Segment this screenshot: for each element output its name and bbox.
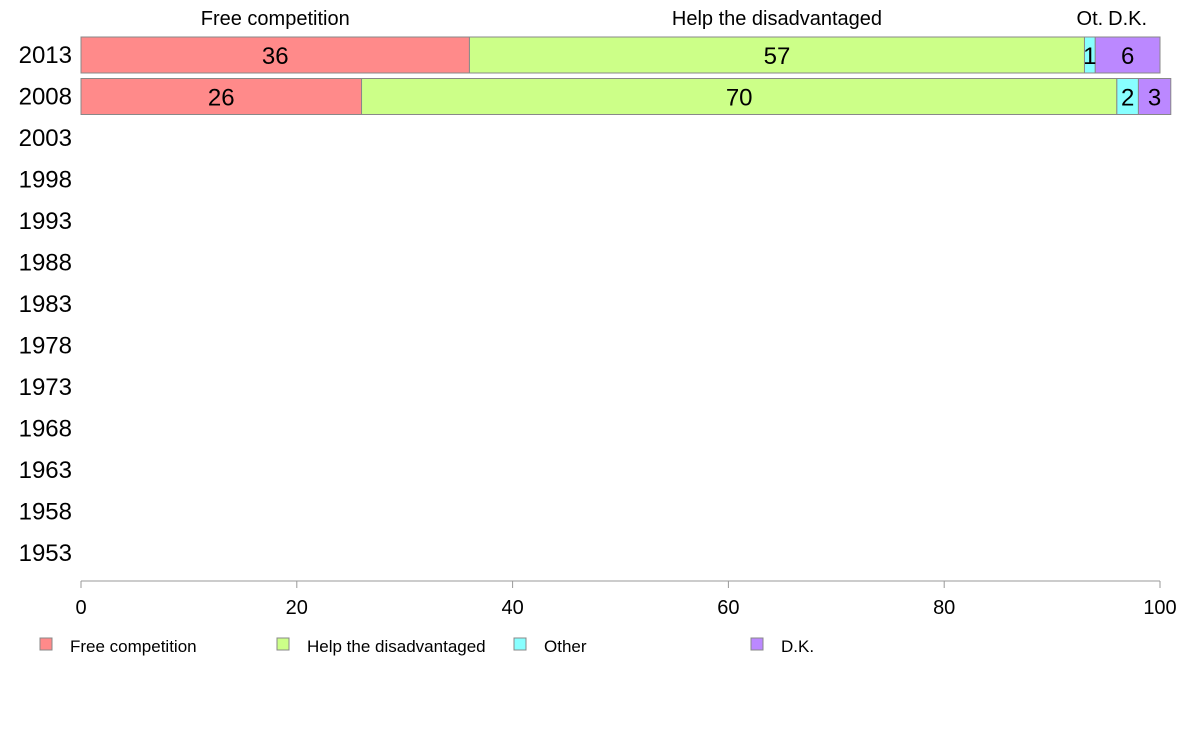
year-label: 1993 [19,208,72,235]
bar-segment [1137,78,1172,115]
year-label: 2008 [19,84,72,111]
legend-label: Free competition [70,637,197,656]
series-header-label: Ot. [1077,8,1104,30]
year-label: 1963 [19,457,72,484]
year-label: 1998 [19,167,72,194]
bar-segments [80,36,1172,115]
year-axis-labels: 2013 2008 2003 1998 1993 1988 1983 1978 1973 1968… [19,42,72,567]
legend-swatch [513,637,527,651]
legend-swatch [39,637,53,651]
series-header-label: Free competition [201,8,350,30]
year-label: 1953 [19,540,72,567]
legend-label: Other [544,637,587,656]
bar-segment [468,36,1085,74]
series-header-labels: Free competition Help the disadvantaged Ot… [201,8,1147,30]
legend-swatch [750,637,764,651]
year-label: 1958 [19,499,72,526]
bar-value-label: 2 [1121,85,1134,112]
series-header-label: D.K. [1108,8,1147,30]
legend-label: D.K. [781,637,814,656]
series-header-label: Help the disadvantaged [672,8,882,30]
legend-swatch [276,637,290,651]
bar-value-label: 36 [262,43,289,70]
x-tick-label: 40 [501,597,523,619]
year-label: 1978 [19,333,72,360]
x-tick-label: 0 [75,597,86,619]
x-tick-label: 60 [717,597,739,619]
bar-value-label: 6 [1121,43,1134,70]
year-label: 1968 [19,416,72,443]
year-label: 1973 [19,374,72,401]
bar-value-label: 57 [764,43,791,70]
year-label: 1988 [19,250,72,277]
legend: Free competition Help the disadvantaged Ot… [39,637,814,656]
x-axis: 0 20 40 60 80 100 [75,580,1177,619]
x-tick-label: 20 [286,597,308,619]
bar-value-label: 26 [208,85,235,112]
year-label: 2003 [19,125,72,152]
bar-value-label: 70 [726,85,753,112]
legend-label: Help the disadvantaged [307,637,486,656]
x-tick-label: 100 [1143,597,1176,619]
bar-segment [361,78,1118,115]
bar-value-label: 1 [1083,43,1096,70]
x-tick-label: 80 [933,597,955,619]
year-label: 2013 [19,42,72,69]
bar-segment [1094,36,1161,74]
year-label: 1983 [19,291,72,318]
bar-value-labels: 36 57 1 6 26 70 2 3 [208,43,1161,112]
bar-value-label: 3 [1148,85,1161,112]
bar-segment [80,36,470,74]
